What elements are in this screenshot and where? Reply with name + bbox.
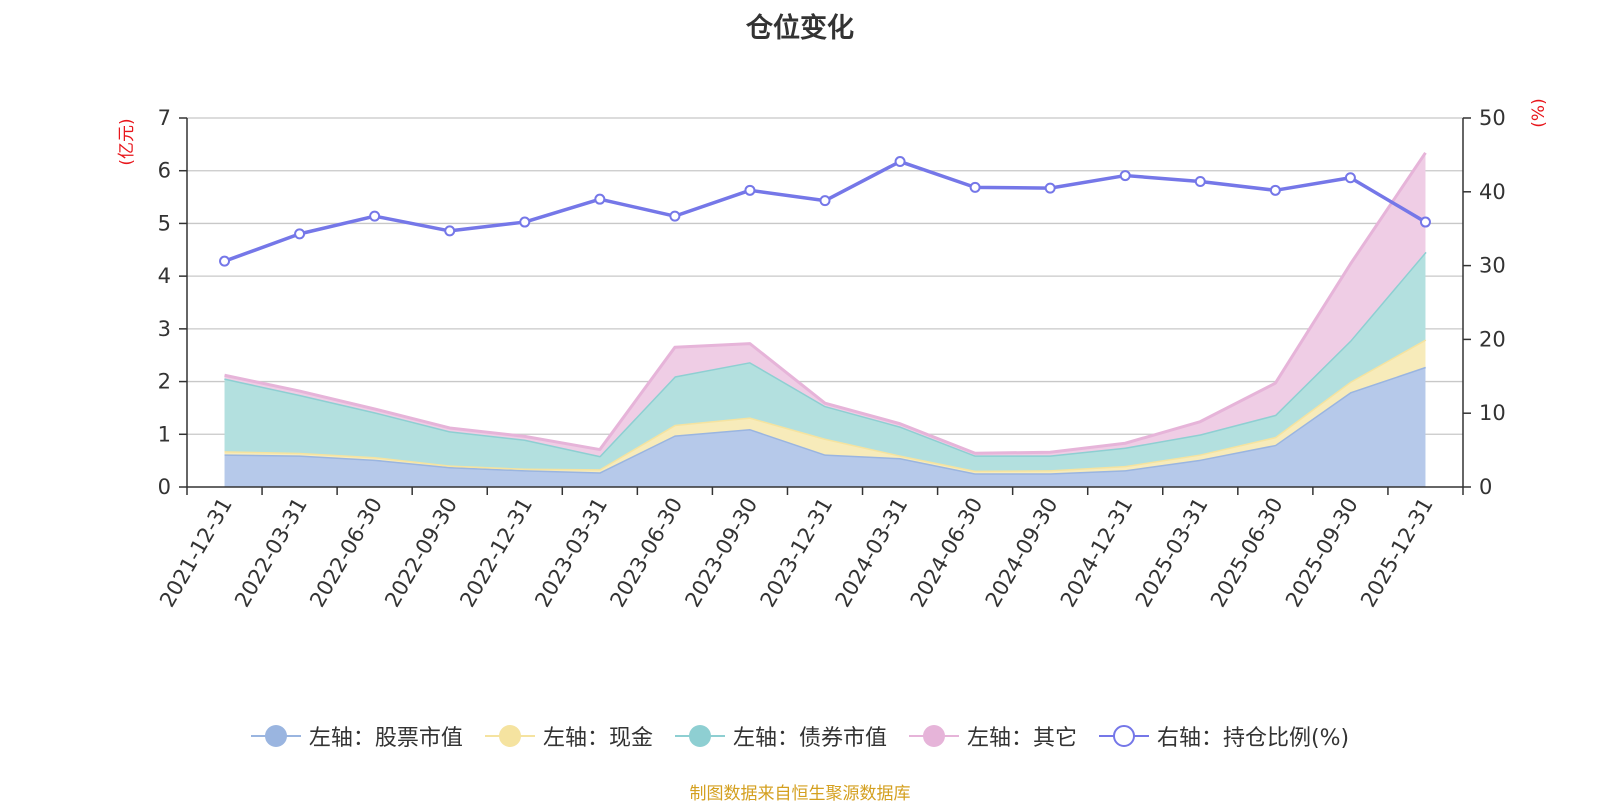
x-tick-label: 2023-09-30 [680, 494, 762, 612]
legend-stock-icon [250, 724, 301, 748]
x-tick-label: 2024-09-30 [981, 494, 1063, 612]
legend-label: 左轴：债券市值 [732, 726, 887, 751]
left-tick-label: 5 [158, 211, 171, 235]
left-tick-label: 3 [158, 317, 171, 341]
left-tick-label: 6 [158, 159, 171, 183]
area-0 [224, 366, 1426, 487]
left-tick-label: 7 [158, 106, 171, 130]
ratio-point [1269, 184, 1281, 196]
right-tick-label: 30 [1479, 254, 1506, 278]
x-tick-label: 2023-03-31 [530, 494, 612, 612]
x-tick-label: 2025-03-31 [1131, 494, 1213, 612]
legend-item-other[interactable]: 左轴：其它 [908, 720, 1077, 752]
x-tick-label: 2024-06-30 [906, 494, 988, 612]
legend-label: 左轴：现金 [542, 726, 653, 751]
area-1 [224, 339, 1426, 474]
ratio-point [969, 181, 981, 193]
ratio-point [294, 228, 306, 240]
right-tick-label: 50 [1479, 106, 1506, 130]
legend-item-ratio[interactable]: 右轴：持仓比例(%) [1098, 720, 1350, 752]
legend-item-stock[interactable]: 左轴：股票市值 [250, 720, 463, 752]
ratio-point [819, 195, 831, 207]
ratio-point [369, 210, 381, 222]
x-tick-label: 2022-12-31 [455, 494, 537, 612]
right-tick-label: 40 [1479, 180, 1506, 204]
left-tick-label: 4 [158, 264, 171, 288]
right-tick-label: 20 [1479, 327, 1506, 351]
legend-ratio-icon [1098, 724, 1149, 748]
x-tick-label: 2023-12-31 [756, 494, 838, 612]
legend-other-icon [908, 724, 959, 748]
ratio-line-path [223, 159, 1427, 263]
area-edge-3 [224, 151, 1427, 455]
x-tick-label: 2025-09-30 [1281, 494, 1363, 612]
legend: 左轴：股票市值 左轴：现金 左轴：债券市值 左轴：其它 右轴：持仓比例(%) [0, 720, 1600, 752]
data-source-footer: 制图数据来自恒生聚源数据库 [689, 784, 911, 804]
x-tick-label: 2021-12-31 [155, 494, 237, 612]
area-layers [224, 151, 1427, 487]
x-tick-label: 2022-09-30 [380, 494, 462, 612]
legend-item-bond[interactable]: 左轴：债券市值 [674, 720, 887, 752]
ratio-point [744, 184, 756, 196]
x-tick-label: 2024-03-31 [831, 494, 913, 612]
ratio-point [1194, 175, 1206, 187]
ratio-point [894, 156, 906, 168]
ratio-line [219, 156, 1431, 267]
right-tick-label: 10 [1479, 401, 1506, 425]
x-tick-label: 2025-12-31 [1356, 494, 1438, 612]
legend-label: 左轴：其它 [966, 726, 1077, 751]
legend-item-cash[interactable]: 左轴：现金 [484, 720, 653, 752]
ratio-point [1419, 216, 1431, 228]
ratio-point [1344, 172, 1356, 184]
x-tick-label: 2023-06-30 [605, 494, 687, 612]
legend-label: 右轴：持仓比例(%) [1156, 726, 1350, 751]
ratio-point [219, 255, 231, 267]
x-tick-label: 2024-12-31 [1056, 494, 1138, 612]
left-axis-unit: (亿元) [117, 118, 137, 165]
left-tick-label: 1 [158, 422, 171, 446]
chart-title: 仓位变化 [746, 13, 854, 44]
ratio-point [444, 225, 456, 237]
ratio-point [669, 210, 681, 222]
left-tick-label: 0 [158, 475, 171, 499]
ratio-point [1119, 170, 1131, 182]
ratio-point [1044, 182, 1056, 194]
ratio-point [594, 193, 606, 205]
right-axis-unit: (%) [1529, 98, 1549, 127]
x-tick-label: 2025-06-30 [1206, 494, 1288, 612]
ratio-point [519, 216, 531, 228]
legend-bond-icon [674, 724, 725, 748]
legend-cash-icon [484, 724, 535, 748]
x-tick-label: 2022-06-30 [305, 494, 387, 612]
right-tick-label: 0 [1479, 475, 1492, 499]
area-2 [224, 251, 1426, 471]
left-tick-label: 2 [158, 370, 171, 394]
x-tick-label: 2022-03-31 [230, 494, 312, 612]
legend-label: 左轴：股票市值 [308, 726, 463, 751]
